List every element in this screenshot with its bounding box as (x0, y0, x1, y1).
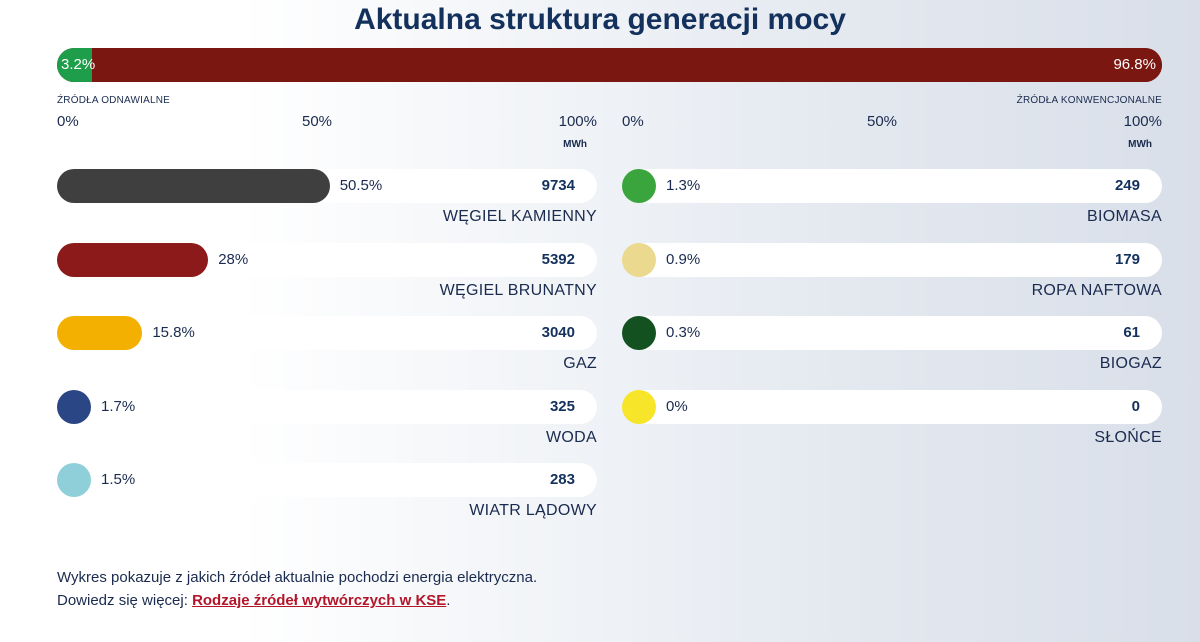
axis-tick-0: 0% (622, 113, 644, 130)
axis-tick-100: 100% (558, 113, 597, 130)
bar-track: 1.3% 249 (622, 169, 1162, 203)
mwh-value: 283 (549, 471, 575, 488)
source-name: WĘGIEL BRUNATNY (439, 281, 597, 299)
bar-wiatr-ladowy (57, 463, 91, 497)
renewable-share-segment (57, 48, 93, 82)
right-axis: 0% 50% 100% (622, 113, 1162, 131)
source-row-wegiel-brunatny: 28% 5392 WĘGIEL BRUNATNY (57, 242, 597, 303)
bar-track: 0% 0 (622, 389, 1162, 424)
source-row-biogaz: 0.3% 61 BIOGAZ (622, 316, 1162, 376)
percent-label: 0.3% (666, 324, 701, 341)
source-name: WODA (546, 428, 597, 446)
bar-wegiel-kamienny (57, 169, 330, 203)
percent-label: 1.3% (666, 177, 701, 194)
page-title: Aktualna struktura generacji mocy (354, 3, 846, 36)
source-row-ropa-naftowa: 0.9% 179 ROPA NAFTOWA (622, 242, 1162, 303)
bar-track: 15.8% 3040 (57, 316, 597, 350)
bar-track: 1.5% 283 (57, 463, 597, 497)
conventional-share-segment (92, 48, 1162, 82)
bar-track: 1.7% 325 (57, 389, 597, 424)
mwh-value: 5392 (541, 250, 575, 268)
axis-tick-0: 0% (57, 113, 79, 130)
percent-label: 0.9% (666, 250, 701, 268)
renewable-caption: ŹRÓDŁA ODNAWIALNE (57, 95, 171, 106)
conventional-share-label: 96.8% (1113, 56, 1156, 73)
source-name: WĘGIEL KAMIENNY (442, 208, 597, 225)
mwh-value: 0 (1131, 397, 1140, 415)
source-row-slonce: 0% 0 SŁOŃCE (622, 389, 1162, 450)
renewable-conventional-split-bar: 3.2% 96.8% (57, 48, 1162, 82)
bar-slonce (622, 389, 656, 424)
footer-learn-more-prefix: Dowiedz się więcej: (57, 592, 193, 609)
source-name: ROPA NAFTOWA (1031, 281, 1162, 299)
mwh-value: 61 (1123, 324, 1140, 341)
footer-learn-more-suffix: . (446, 592, 451, 609)
footer-description: Wykres pokazuje z jakich źródeł aktualni… (57, 569, 538, 586)
bar-gaz (57, 316, 143, 350)
source-row-wegiel-kamienny: 50.5% 9734 WĘGIEL KAMIENNY (57, 169, 597, 229)
conventional-caption: ŹRÓDŁA KONWENCJONALNE (1016, 95, 1162, 106)
source-name: BIOMASA (1086, 208, 1162, 225)
mwh-value: 3040 (541, 324, 575, 341)
source-row-wiatr-ladowy: 1.5% 283 WIATR LĄDOWY (57, 463, 597, 523)
axis-tick-50: 50% (867, 113, 898, 130)
percent-label: 50.5% (339, 177, 383, 194)
mwh-unit-label: MWh (563, 139, 587, 150)
mwh-value: 325 (549, 397, 575, 415)
source-name: GAZ (563, 355, 597, 372)
mwh-value: 9734 (541, 177, 575, 194)
bar-track: 50.5% 9734 (57, 169, 597, 203)
energy-sources-link[interactable]: Rodzaje źródeł wytwórczych w KSE (192, 592, 447, 609)
left-axis: 0% 50% 100% (57, 113, 597, 131)
axis-tick-100: 100% (1123, 113, 1162, 130)
percent-label: 28% (218, 250, 249, 268)
mwh-value: 249 (1114, 177, 1140, 194)
source-row-woda: 1.7% 325 WODA (57, 389, 597, 450)
percent-label: 15.8% (152, 324, 195, 341)
footer-learn-more: Dowiedz się więcej: Rodzaje źródeł wytwó… (57, 589, 537, 612)
mwh-value: 179 (1114, 250, 1140, 268)
bar-ropa-naftowa (622, 242, 656, 277)
bar-track: 0.3% 61 (622, 316, 1162, 350)
source-name: WIATR LĄDOWY (469, 502, 597, 519)
percent-label: 1.5% (101, 471, 136, 488)
bar-woda (57, 389, 91, 424)
percent-label: 1.7% (101, 397, 136, 415)
source-name: BIOGAZ (1099, 355, 1162, 372)
footer-note: Wykres pokazuje z jakich źródeł aktualni… (57, 566, 537, 612)
bar-biogaz (622, 316, 656, 350)
source-name: SŁOŃCE (1094, 428, 1162, 446)
axis-tick-50: 50% (302, 113, 333, 130)
bar-biomasa (622, 169, 656, 203)
bar-track: 28% 5392 (57, 242, 597, 277)
bar-track: 0.9% 179 (622, 242, 1162, 277)
source-row-biomasa: 1.3% 249 BIOMASA (622, 169, 1162, 229)
percent-label: 0% (666, 397, 688, 415)
bar-wegiel-brunatny (57, 242, 209, 277)
renewable-share-label: 3.2% (61, 56, 96, 73)
source-row-gaz: 15.8% 3040 GAZ (57, 316, 597, 376)
mwh-unit-label: MWh (1128, 139, 1152, 150)
